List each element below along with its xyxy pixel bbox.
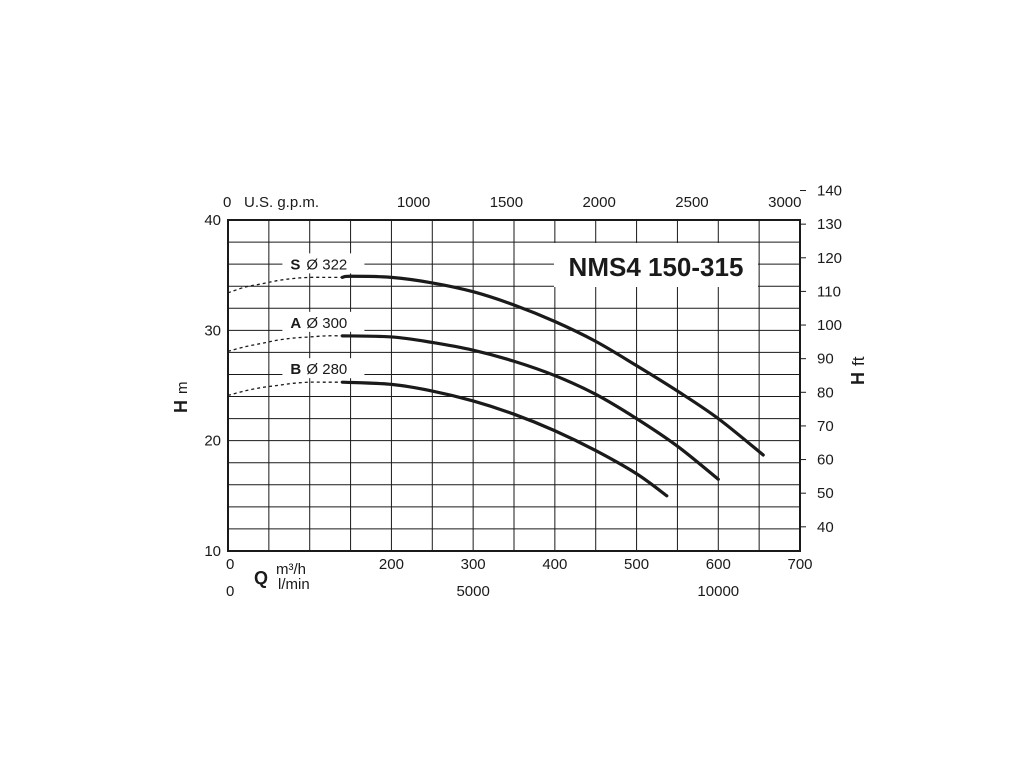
x-secondary-tick-label: 0 (226, 583, 234, 600)
y-left-tick-label: 20 (204, 433, 221, 450)
tick-labels: 0 200 300 400 500 600 700 0 5000 10000 0 1000 1500 20… (204, 183, 842, 600)
bottom-axis-unit-secondary: l/min (278, 576, 310, 593)
curve-s-diameter: Ø 322 (306, 256, 347, 273)
curve-b-label-background (282, 358, 365, 379)
x-tick-label: 500 (624, 556, 649, 573)
x-secondary-tick-label: 10000 (697, 583, 739, 600)
plot-area-frame (227, 219, 801, 552)
curve-b-diameter: Ø 280 (306, 361, 347, 378)
top-tick-label: 1500 (490, 194, 523, 211)
curve-a-dashed-extension (227, 335, 343, 352)
y-right-tick-label: 140 (817, 183, 842, 200)
top-tick-label: 1000 (397, 194, 430, 211)
curve-s-dashed-extension (227, 276, 343, 294)
x-tick-label: 0 (226, 556, 234, 573)
curve-a (340, 334, 720, 481)
x-tick-label: 300 (461, 556, 486, 573)
curve-a-letter: A (290, 315, 301, 332)
y-left-tick-label: 10 (204, 543, 221, 560)
bottom-axis-unit-primary: m³/h (276, 561, 306, 578)
right-axis-unit: ft (849, 356, 868, 366)
y-left-tick-label: 40 (204, 212, 221, 229)
top-axis-unit-label: U.S. g.p.m. (244, 194, 319, 211)
curve-b-letter: B (290, 361, 301, 378)
curve-s-label-background (282, 253, 365, 274)
x-tick-label: 600 (706, 556, 731, 573)
curve-b (340, 380, 669, 498)
x-tick-label: 700 (787, 556, 812, 573)
bottom-axis-quantity: Q (254, 568, 268, 588)
x-tick-label: 400 (542, 556, 567, 573)
top-tick-label: 2500 (675, 194, 708, 211)
y-right-tick-label: 80 (817, 384, 834, 401)
y-left-tick-label: 30 (204, 322, 221, 339)
curve-labels: S Ø 322 A Ø 300 B Ø 280 (282, 253, 365, 379)
curve-b-dashed-extension (227, 381, 343, 397)
y-right-tick-label: 60 (817, 452, 834, 469)
x-secondary-tick-label: 5000 (456, 583, 489, 600)
y-right-tick-label: 50 (817, 485, 834, 502)
right-axis-title: H ft (848, 356, 868, 385)
y-right-tick-label: 110 (817, 283, 841, 300)
x-tick-label: 200 (379, 556, 404, 573)
y-right-tick-label: 90 (817, 351, 834, 368)
y-right-tick-label: 130 (817, 216, 842, 233)
performance-curves (340, 274, 765, 498)
left-axis-title: H m (171, 382, 191, 414)
top-tick-label: 0 (223, 194, 231, 211)
left-axis-unit: m (174, 382, 191, 395)
top-tick-label: 3000 (768, 194, 801, 211)
curve-s (340, 274, 765, 457)
curve-a-diameter: Ø 300 (306, 315, 347, 332)
curve-a-label-background (282, 311, 365, 332)
y-right-tick-label: 40 (817, 519, 834, 536)
y-right-tick-label: 100 (817, 317, 842, 334)
chart-title: NMS4 150-315 (569, 252, 744, 282)
title-background (554, 243, 758, 287)
y-right-tick-label: 120 (817, 250, 842, 267)
top-tick-label: 2000 (582, 194, 615, 211)
left-axis-quantity: H (171, 400, 191, 413)
right-axis-quantity: H (848, 372, 868, 385)
dashed-extensions (227, 276, 343, 397)
y-right-tick-label: 70 (817, 418, 834, 435)
curve-s-letter: S (290, 256, 300, 273)
